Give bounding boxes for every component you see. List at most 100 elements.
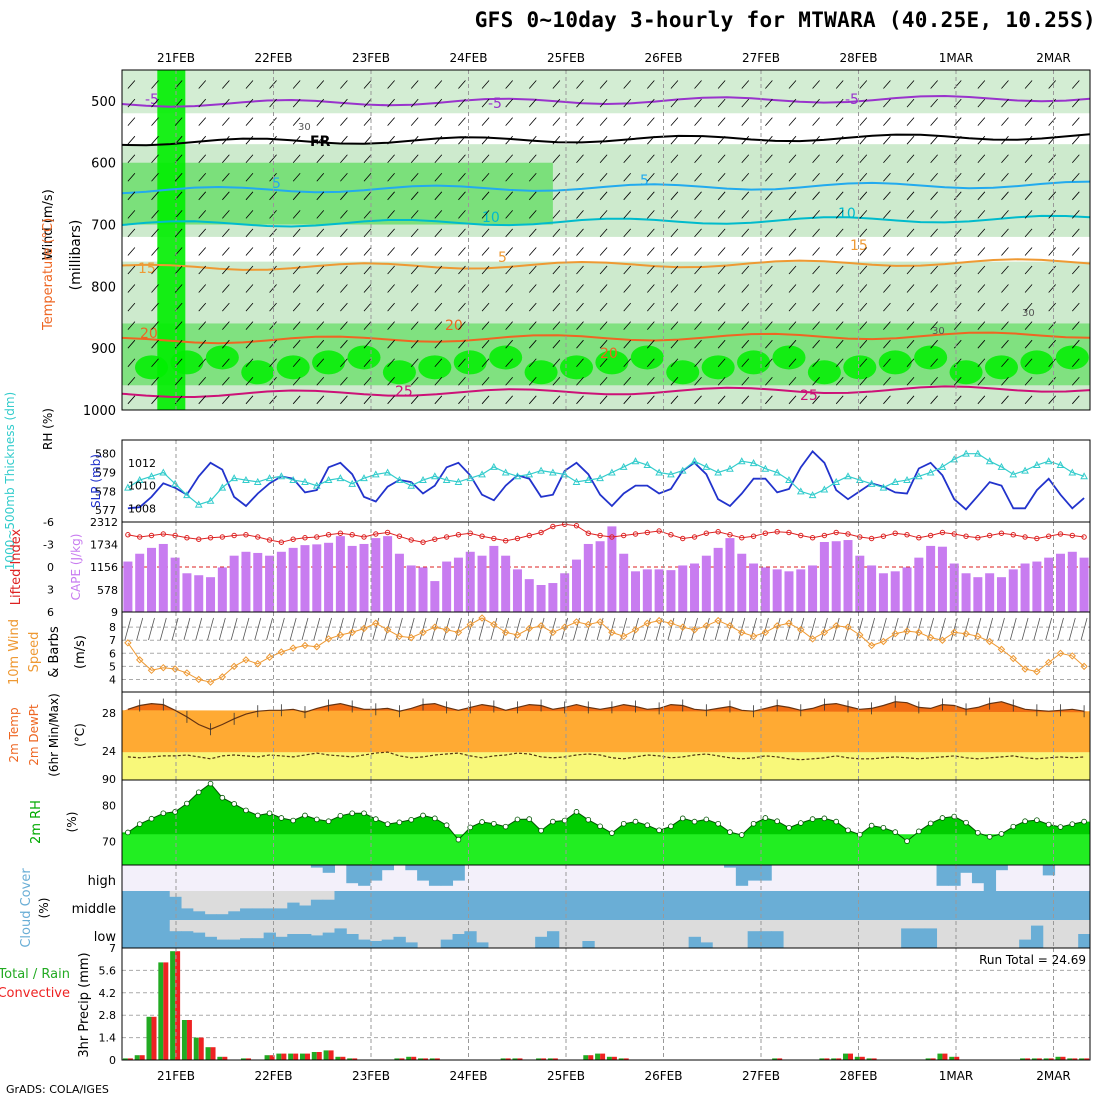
- rh2m-marker: [302, 812, 308, 819]
- wind-barb: [1024, 98, 1033, 108]
- lifted-index-marker: [880, 533, 887, 539]
- wind-speed-marker: [820, 628, 829, 637]
- wind-barb: [245, 339, 254, 349]
- lifted-index-marker: [396, 533, 403, 539]
- cloud-panel: [122, 865, 1091, 948]
- wind-barb: [599, 98, 608, 108]
- precip-convective-bar: [859, 1056, 865, 1060]
- cape-bar: [831, 541, 841, 612]
- wind-barb: [410, 358, 419, 367]
- wind-barb: [222, 284, 230, 293]
- cape-bar: [453, 557, 463, 612]
- thickness-marker: [218, 483, 227, 491]
- wind-barb: [174, 321, 183, 330]
- lifted-index-marker: [219, 534, 226, 540]
- wind-barb: [623, 302, 632, 312]
- cloud-high-bar: [369, 865, 383, 881]
- wind-barb: [1024, 117, 1033, 126]
- rh2m-tick: 80: [102, 799, 116, 812]
- wind-barb: [1021, 617, 1029, 641]
- thickness-marker: [230, 474, 238, 482]
- wind-barb: [765, 395, 773, 405]
- cape-bar: [229, 555, 239, 612]
- temp-line: [127, 701, 1085, 730]
- wind-barb: [1045, 617, 1053, 641]
- rh-saturated-cell: [312, 350, 346, 375]
- wind-barb: [151, 339, 159, 349]
- isotherm-line: [121, 331, 1091, 345]
- rh2m-marker: [927, 820, 934, 827]
- rh2m-marker: [868, 822, 875, 829]
- rh2m-marker: [668, 823, 674, 830]
- wind-barb: [891, 617, 899, 641]
- cloud-middle-bar: [582, 891, 595, 920]
- precip-total-bar: [547, 1058, 553, 1060]
- precip-total-bar: [866, 1058, 872, 1060]
- wind-barb: [151, 173, 159, 182]
- precip-convective-bar: [316, 1052, 322, 1060]
- wind-barb: [717, 228, 726, 238]
- wind-speed-marker: [749, 632, 758, 641]
- wind-barb: [765, 98, 773, 108]
- precip-total-bar: [335, 1056, 341, 1060]
- wind-barb: [741, 377, 750, 386]
- contour-label: 30: [1022, 308, 1035, 319]
- wind-barb: [505, 321, 513, 330]
- wind-barb: [198, 247, 207, 256]
- precip-total-bar: [500, 1058, 506, 1060]
- wind-barb: [1071, 228, 1080, 238]
- wind-barb: [632, 617, 639, 641]
- cloud-middle-bar: [393, 891, 406, 920]
- cloud-middle-bar: [853, 891, 867, 920]
- wind-barb: [1033, 617, 1041, 641]
- wind-barb: [694, 302, 702, 312]
- wind-barb: [458, 321, 466, 330]
- cloud-low-bar: [369, 941, 383, 948]
- cloud-middle-bar: [783, 891, 796, 920]
- rh2m-marker: [986, 833, 993, 840]
- wind-barb: [906, 377, 915, 386]
- cloud-middle-bar: [983, 891, 997, 920]
- wind-barb: [647, 98, 655, 108]
- wind-barb: [765, 339, 773, 349]
- precip-total-bar: [170, 951, 176, 1060]
- cloud-middle-bar: [169, 896, 182, 920]
- cloud-tick-low: low: [94, 930, 117, 945]
- wind-barb: [939, 617, 946, 641]
- wind-barb: [765, 284, 773, 293]
- wind-barb: [552, 358, 561, 367]
- rh2m-marker: [1010, 823, 1017, 830]
- wind-axis-title: & Barbs: [47, 626, 62, 678]
- cape-bar: [701, 555, 711, 612]
- wind-barb: [1071, 284, 1080, 293]
- rh2m-marker: [585, 816, 592, 823]
- wind-speed-marker: [360, 624, 368, 633]
- contour-label: 5: [498, 250, 507, 266]
- temp-fill: [122, 710, 1090, 753]
- lifted-index-marker: [538, 529, 544, 536]
- wind-barb: [741, 117, 750, 126]
- cape-bar: [902, 567, 912, 612]
- wind-barb: [977, 377, 986, 386]
- wind-barb: [623, 173, 632, 182]
- thickness-marker: [702, 462, 711, 470]
- rh2m-marker: [679, 815, 686, 822]
- cloud-low-bar: [688, 936, 701, 948]
- rh2m-marker: [762, 815, 769, 821]
- thickness-marker: [678, 466, 687, 474]
- wind-barb: [694, 395, 702, 405]
- wind-barb: [717, 284, 726, 293]
- rh-saturated-cell: [489, 345, 523, 370]
- wind-barb: [198, 173, 207, 182]
- wind-barb: [481, 358, 490, 367]
- wind-barb: [647, 154, 655, 163]
- wind-barb: [765, 191, 773, 201]
- wind-barb: [316, 80, 325, 89]
- lifted-index-marker: [432, 536, 438, 542]
- precip-total-bar: [831, 1058, 837, 1060]
- cloud-low-bar: [275, 936, 288, 948]
- cloud-unit-label: (%): [37, 898, 51, 919]
- wind-barb: [552, 247, 561, 256]
- cloud-middle-bar: [322, 899, 335, 920]
- lifted-index-marker: [184, 535, 190, 541]
